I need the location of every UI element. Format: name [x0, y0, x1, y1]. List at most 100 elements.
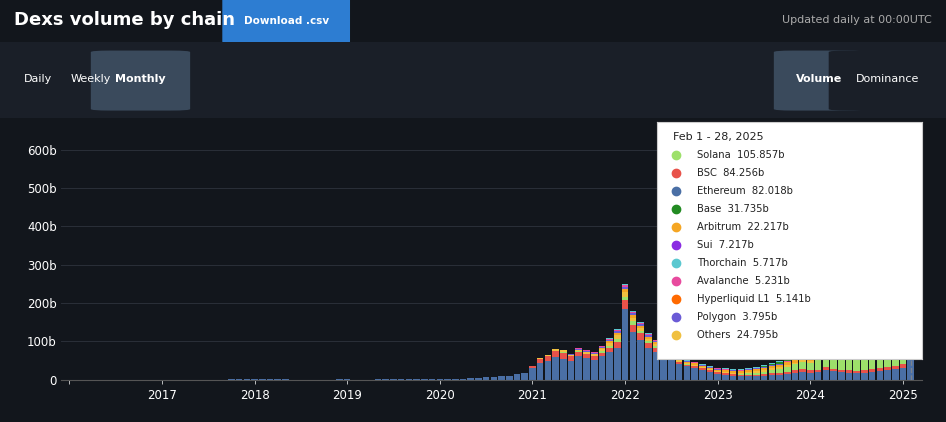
Bar	[885, 325, 891, 329]
Bar	[622, 300, 628, 309]
Bar	[892, 307, 899, 309]
Bar	[853, 340, 860, 346]
Bar	[784, 359, 791, 361]
Bar	[799, 372, 806, 380]
Bar	[892, 319, 899, 320]
Bar	[831, 342, 837, 343]
Bar	[823, 344, 829, 346]
Bar	[892, 327, 899, 366]
Bar	[722, 368, 728, 369]
Bar	[692, 368, 698, 380]
Bar	[645, 333, 652, 334]
Bar	[907, 348, 914, 380]
Bar	[799, 357, 806, 358]
Bar	[514, 374, 520, 380]
Bar	[784, 365, 791, 367]
Bar	[877, 368, 884, 371]
Bar	[722, 373, 728, 375]
FancyBboxPatch shape	[0, 51, 80, 111]
Bar	[768, 365, 775, 366]
Bar	[745, 369, 752, 370]
Bar	[722, 372, 728, 373]
Bar	[675, 360, 682, 362]
Bar	[599, 349, 605, 352]
Bar	[591, 352, 598, 354]
Bar	[868, 335, 875, 336]
Bar	[761, 366, 767, 367]
Bar	[638, 324, 644, 326]
Bar	[614, 333, 621, 335]
Bar	[900, 279, 906, 283]
Bar	[730, 373, 737, 374]
Bar	[815, 358, 821, 360]
Bar	[907, 316, 914, 348]
Bar	[885, 316, 891, 324]
Bar	[823, 342, 829, 343]
Bar	[753, 368, 760, 369]
Bar	[799, 369, 806, 372]
Bar	[599, 352, 605, 356]
Bar	[699, 364, 706, 365]
Bar	[799, 352, 806, 353]
Bar	[885, 312, 891, 314]
Bar	[475, 378, 482, 380]
Bar	[907, 239, 914, 242]
Bar	[877, 330, 884, 331]
Bar	[815, 351, 821, 354]
Bar	[591, 357, 598, 360]
Bar	[660, 346, 667, 347]
Bar	[892, 306, 899, 307]
Bar	[777, 364, 782, 365]
Bar	[575, 348, 582, 349]
Bar	[699, 368, 706, 370]
Bar	[745, 370, 752, 372]
Bar	[537, 362, 543, 380]
Bar	[614, 330, 621, 331]
Bar	[807, 351, 814, 352]
Bar	[714, 371, 721, 372]
Bar	[753, 369, 760, 371]
Bar	[730, 376, 737, 380]
Bar	[792, 365, 798, 370]
Bar	[799, 353, 806, 354]
Bar	[815, 372, 821, 380]
Bar	[768, 370, 775, 373]
FancyBboxPatch shape	[91, 51, 190, 111]
Bar	[707, 367, 713, 368]
Bar	[768, 375, 775, 380]
Bar	[653, 348, 659, 352]
Bar	[445, 379, 451, 380]
Bar	[614, 329, 621, 330]
Bar	[738, 374, 745, 375]
Bar	[846, 342, 852, 346]
Text: Updated daily at 00:00UTC: Updated daily at 00:00UTC	[782, 15, 932, 25]
Bar	[838, 342, 845, 344]
Bar	[885, 370, 891, 380]
Bar	[807, 361, 814, 363]
Bar	[707, 368, 713, 369]
Bar	[730, 371, 737, 373]
Bar	[831, 341, 837, 342]
Bar	[699, 366, 706, 367]
Bar	[537, 358, 543, 359]
Bar	[267, 379, 273, 380]
Bar	[722, 371, 728, 372]
Bar	[722, 370, 728, 371]
Bar	[907, 242, 914, 254]
Bar	[707, 371, 713, 372]
Bar	[629, 325, 636, 332]
Bar	[838, 370, 845, 372]
Bar	[638, 333, 644, 340]
Bar	[714, 372, 721, 373]
Text: Avalanche  5.231b: Avalanche 5.231b	[697, 276, 790, 287]
Bar	[784, 373, 791, 380]
Bar	[761, 376, 767, 380]
Bar	[838, 341, 845, 342]
Bar	[645, 335, 652, 337]
Bar	[660, 345, 667, 346]
Bar	[877, 331, 884, 335]
Bar	[738, 369, 745, 370]
Bar	[622, 309, 628, 380]
Bar	[792, 357, 798, 359]
Bar	[846, 348, 852, 351]
